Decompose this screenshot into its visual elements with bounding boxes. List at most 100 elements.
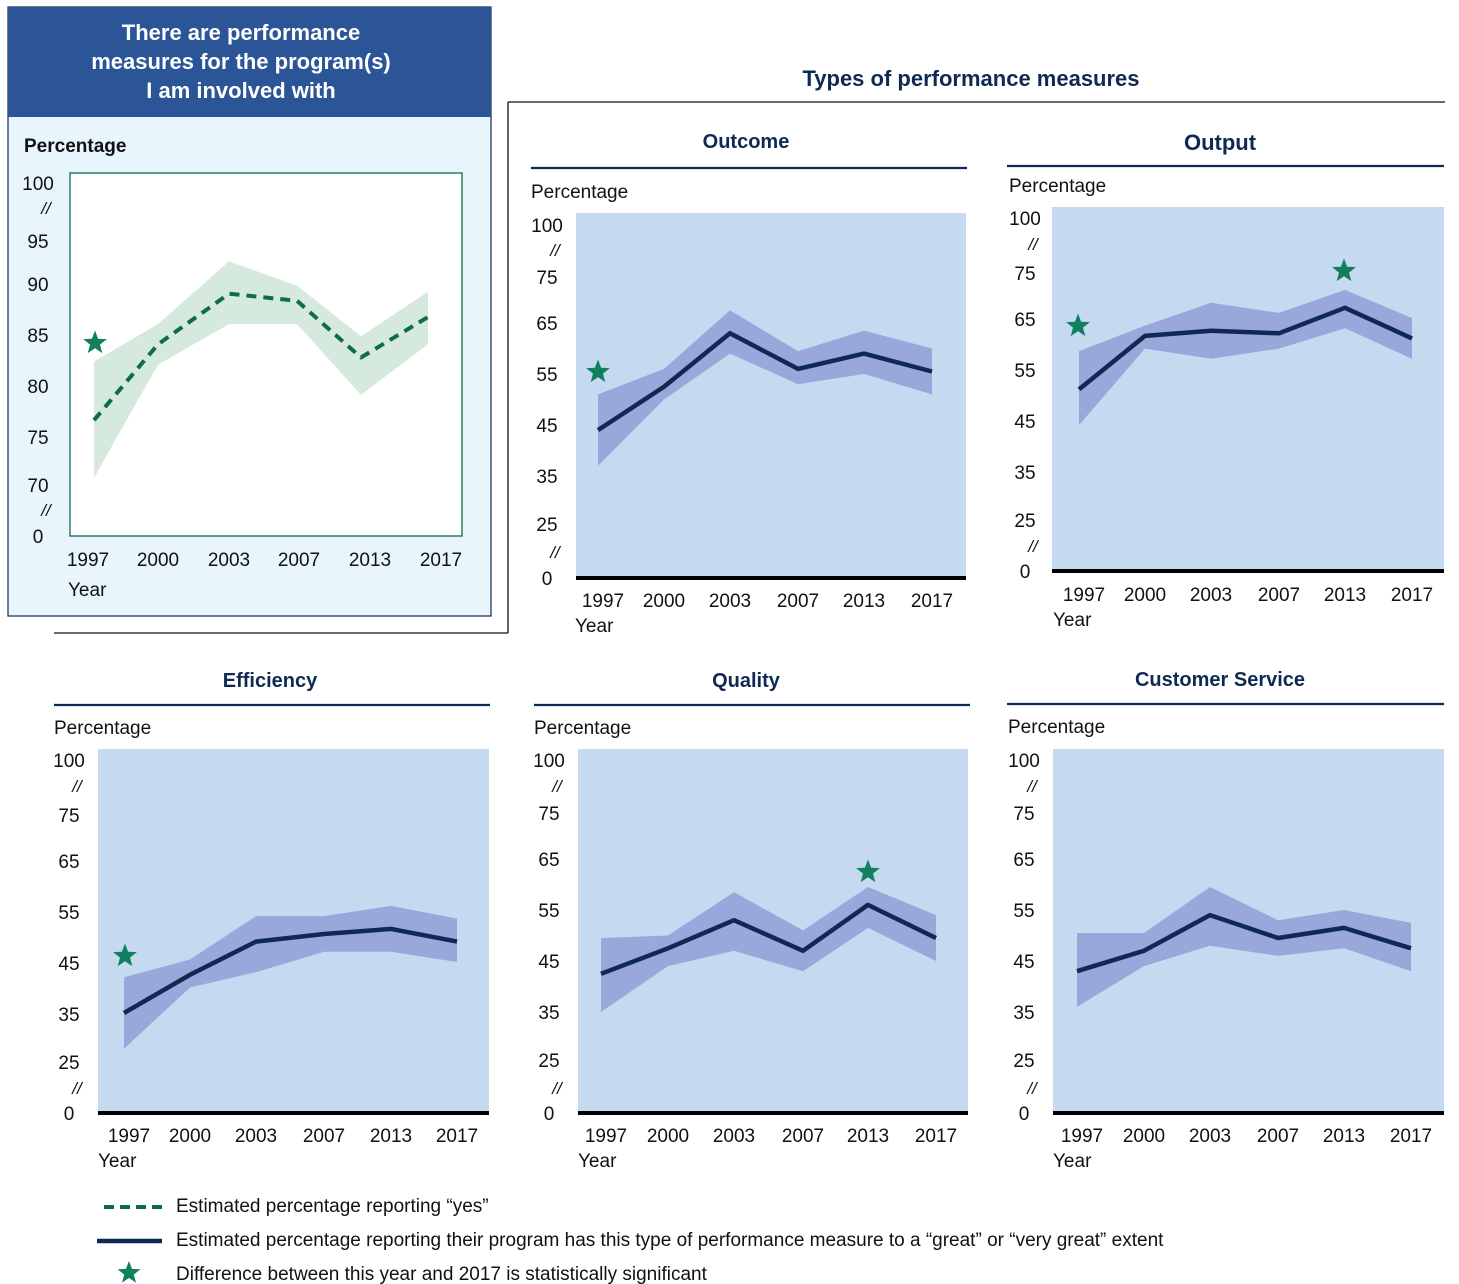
y-tick-label: 65 <box>1013 850 1034 871</box>
confidence-band <box>124 905 457 1049</box>
y-axis-break: // <box>1026 777 1039 796</box>
y-tick-label: 95 <box>27 232 48 253</box>
y-tick-label: 65 <box>538 850 559 871</box>
x-tick-label: 2017 <box>911 591 953 612</box>
significance-star-icon <box>1066 313 1090 337</box>
y-tick-label: 100 <box>531 216 563 237</box>
y-tick-label: 0 <box>64 1104 75 1125</box>
x-tick-label: 2007 <box>278 550 320 571</box>
y-axis-break: // <box>71 1079 84 1098</box>
legend-star-label: Difference between this year and 2017 is… <box>176 1264 708 1284</box>
confidence-band <box>1079 289 1412 426</box>
y-axis-break: // <box>549 543 562 562</box>
chart-title: Outcome <box>703 131 790 153</box>
y-tick-label: 0 <box>544 1104 555 1125</box>
chart-title: Output <box>1184 130 1257 155</box>
y-axis-title: Percentage <box>24 136 126 157</box>
y-axis-break: // <box>551 777 564 796</box>
y-tick-label: 0 <box>1020 562 1031 583</box>
main-panel-header <box>8 7 491 117</box>
y-tick-label: 100 <box>1009 209 1041 230</box>
chart-title: Quality <box>712 670 781 692</box>
x-tick-label: 2003 <box>1190 585 1232 606</box>
y-tick-label: 55 <box>58 903 79 924</box>
y-tick-label: 35 <box>1013 1003 1034 1024</box>
y-tick-label: 100 <box>53 751 85 772</box>
x-tick-label: 2000 <box>647 1126 689 1147</box>
y-tick-label: 35 <box>1014 463 1035 484</box>
y-tick-label: 100 <box>22 174 54 195</box>
significance-star-icon <box>83 330 107 354</box>
y-axis-break: // <box>71 777 84 796</box>
types-bracket <box>54 101 1445 634</box>
x-tick-label: 2007 <box>1258 585 1300 606</box>
x-tick-label: 1997 <box>1061 1126 1103 1147</box>
y-tick-label: 75 <box>536 268 557 289</box>
y-tick-label: 55 <box>1013 901 1034 922</box>
y-tick-label: 75 <box>27 428 48 449</box>
x-tick-label: 2000 <box>1124 585 1166 606</box>
x-tick-label: 2013 <box>843 591 885 612</box>
y-tick-label: 25 <box>538 1051 559 1072</box>
x-tick-label: 2000 <box>643 591 685 612</box>
series-line <box>600 902 937 976</box>
x-tick-label: 2013 <box>847 1126 889 1147</box>
y-axis-title: Percentage <box>1008 717 1105 738</box>
y-tick-label: 0 <box>542 569 553 590</box>
x-tick-label: 2013 <box>370 1126 412 1147</box>
y-tick-label: 55 <box>538 901 559 922</box>
significance-star-icon <box>113 943 137 967</box>
significance-star-icon <box>856 859 880 883</box>
series-line <box>122 926 458 1015</box>
x-tick-label: 2003 <box>1189 1126 1231 1147</box>
series-line <box>596 330 933 432</box>
x-tick-label: 1997 <box>108 1126 150 1147</box>
main-panel-title-line-3: I am involved with <box>146 78 335 103</box>
chart-title: Customer Service <box>1135 669 1305 691</box>
x-tick-label: 2017 <box>1391 585 1433 606</box>
x-axis-title: Year <box>1053 1151 1092 1172</box>
x-tick-label: 2003 <box>713 1126 755 1147</box>
x-tick-label: 2013 <box>1324 585 1366 606</box>
y-tick-label: 45 <box>536 416 557 437</box>
series-line <box>1076 912 1412 974</box>
x-tick-label: 2017 <box>915 1126 957 1147</box>
y-axis-break: // <box>551 1079 564 1098</box>
legend-solid-label: Estimated percentage reporting their pro… <box>176 1230 1164 1251</box>
y-axis-title: Percentage <box>534 718 631 739</box>
legend-dashed-label: Estimated percentage reporting “yes” <box>176 1196 489 1217</box>
plot-area <box>1052 207 1444 571</box>
x-tick-label: 2003 <box>709 591 751 612</box>
x-tick-label: 2000 <box>137 550 179 571</box>
y-tick-label: 45 <box>1014 412 1035 433</box>
y-tick-label: 25 <box>1014 511 1035 532</box>
y-tick-label: 70 <box>27 476 48 497</box>
y-axis-break: // <box>549 241 562 260</box>
legend: Estimated percentage reporting “yes” Est… <box>97 1196 1164 1284</box>
main-panel: There are performance measures for the p… <box>7 6 492 617</box>
y-tick-label: 100 <box>533 751 565 772</box>
x-tick-label: 1997 <box>1063 585 1105 606</box>
y-tick-label: 25 <box>58 1053 79 1074</box>
y-tick-label: 65 <box>58 852 79 873</box>
y-tick-label: 35 <box>58 1005 79 1026</box>
y-tick-label: 90 <box>27 275 48 296</box>
x-tick-label: 2007 <box>303 1126 345 1147</box>
y-axis-title: Percentage <box>54 718 151 739</box>
y-tick-label: 65 <box>1014 310 1035 331</box>
x-axis-title: Year <box>68 580 107 601</box>
y-tick-label: 45 <box>1013 952 1034 973</box>
y-tick-label: 45 <box>538 952 559 973</box>
x-axis-title: Year <box>578 1151 617 1172</box>
y-axis-break: // <box>1027 235 1040 254</box>
x-tick-label: 1997 <box>582 591 624 612</box>
x-tick-label: 2017 <box>1390 1126 1432 1147</box>
y-tick-label: 25 <box>536 515 557 536</box>
significance-star-icon <box>586 359 610 383</box>
chart-overall: Percentage 100 95 90 85 80 75 70 0 // // 1997 2000 20… <box>22 136 463 601</box>
y-axis-title: Percentage <box>1009 176 1106 197</box>
x-tick-label: 1997 <box>585 1126 627 1147</box>
x-axis-title: Year <box>98 1151 137 1172</box>
types-title: Types of performance measures <box>802 66 1139 91</box>
chart-customer-service: Customer Service Percentage 100 75 65 55 45 35 2… <box>1007 669 1444 1172</box>
